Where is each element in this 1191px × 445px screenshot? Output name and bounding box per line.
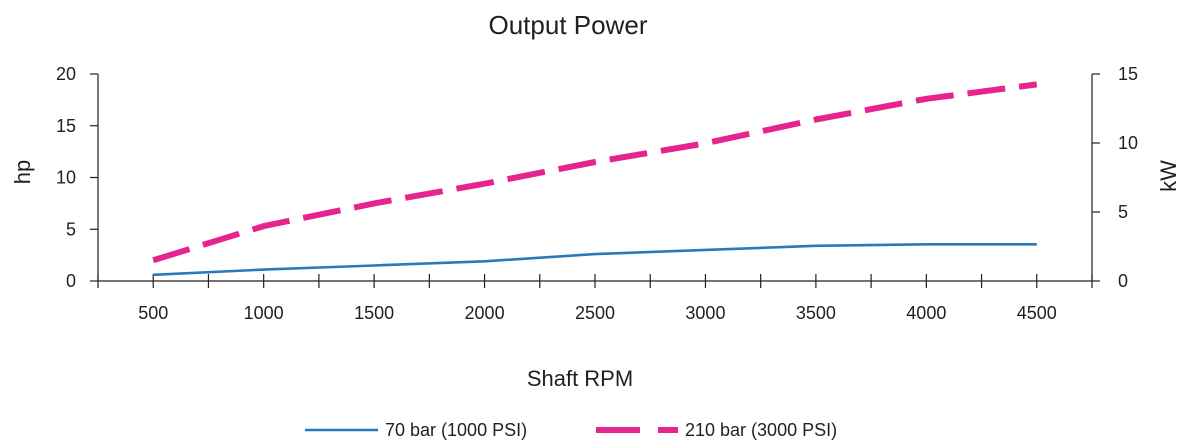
legend: 70 bar (1000 PSI) 210 bar (3000 PSI) [305, 420, 837, 440]
x-tick-label: 4000 [906, 303, 946, 323]
y-right-tick-label: 10 [1118, 133, 1138, 153]
y-right-tick-label: 5 [1118, 202, 1128, 222]
x-tick-label: 500 [138, 303, 168, 323]
y-axis-right-label: kW [1156, 160, 1181, 192]
x-tick-label: 3500 [796, 303, 836, 323]
x-axis-label: Shaft RPM [527, 366, 633, 391]
chart-title: Output Power [489, 10, 648, 40]
y-axis-left-label: hp [10, 160, 35, 184]
y-left-tick-label: 15 [56, 116, 76, 136]
x-tick-label: 3000 [685, 303, 725, 323]
y-right-tick-label: 15 [1118, 64, 1138, 84]
series-line-70-bar [153, 243, 1037, 277]
axes: 0 5 10 15 20 0 5 10 15 500 1000 1500 2000 2500 3000 350… [56, 64, 1138, 323]
x-tick-label: 1000 [244, 303, 284, 323]
x-tick-label: 2000 [465, 303, 505, 323]
legend-label-210-bar: 210 bar (3000 PSI) [685, 420, 837, 440]
y-left-tick-label: 5 [66, 219, 76, 239]
legend-label-70-bar: 70 bar (1000 PSI) [385, 420, 527, 440]
x-tick-label: 2500 [575, 303, 615, 323]
y-left-tick-label: 10 [56, 168, 76, 188]
x-tick-label: 4500 [1017, 303, 1057, 323]
y-right-tick-label: 0 [1118, 271, 1128, 291]
x-tick-label: 1500 [354, 303, 394, 323]
series-layer [152, 81, 1038, 277]
y-left-tick-label: 0 [66, 271, 76, 291]
y-left-tick-label: 20 [56, 64, 76, 84]
series-line-210-bar [152, 81, 1038, 264]
